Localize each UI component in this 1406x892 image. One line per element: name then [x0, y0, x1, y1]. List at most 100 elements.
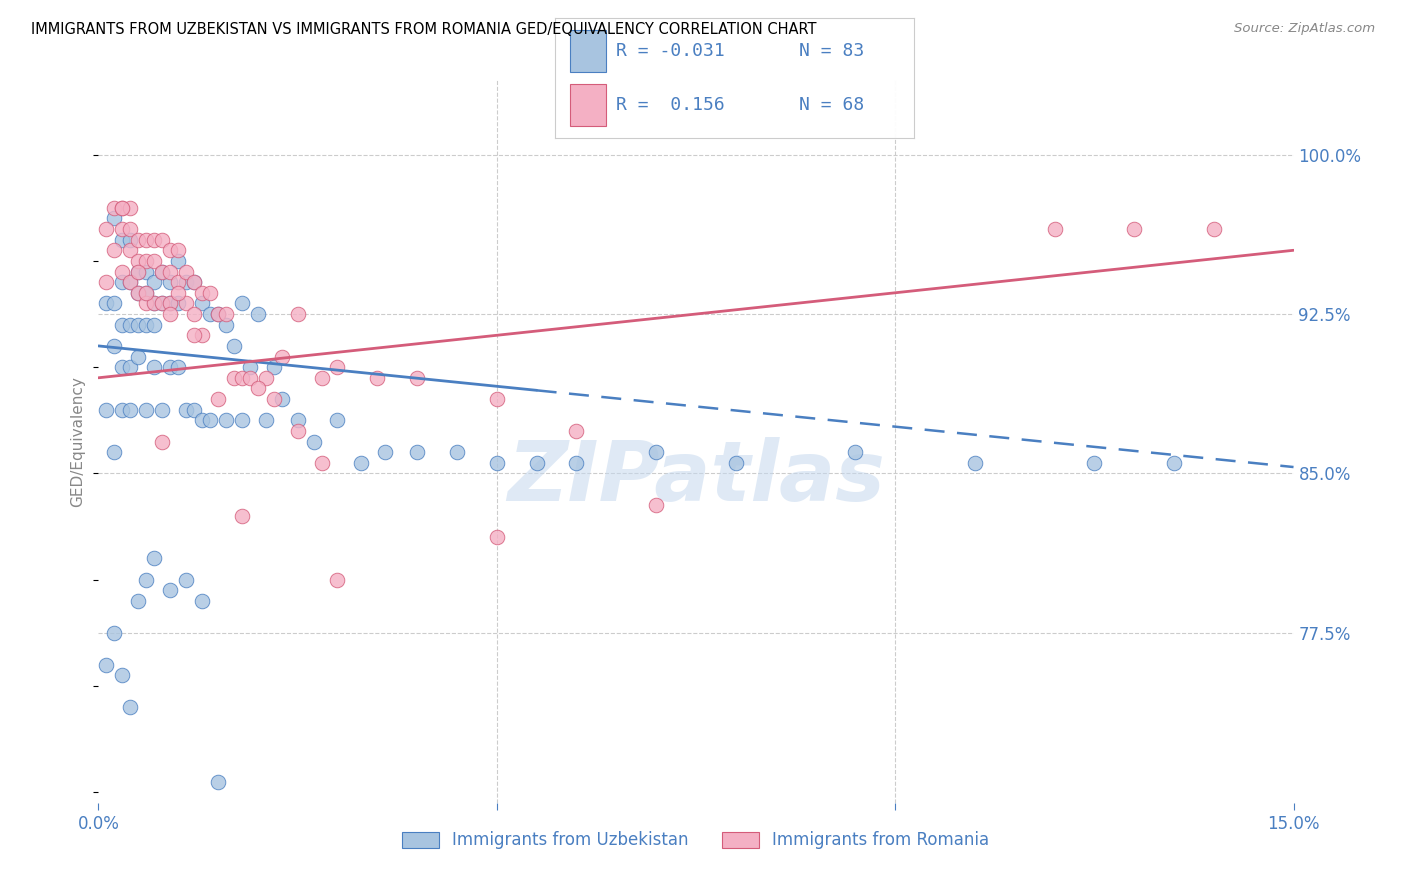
Point: [191, 285, 214, 300]
Point: [159, 360, 181, 375]
Point: [111, 201, 134, 215]
Point: [844, 445, 866, 459]
Point: [254, 371, 277, 385]
Point: [150, 264, 173, 278]
Point: [96, 275, 118, 289]
Point: [111, 318, 134, 332]
Point: [167, 244, 190, 258]
Point: [406, 371, 429, 385]
Point: [183, 328, 205, 343]
Point: [111, 201, 134, 215]
Point: [127, 285, 149, 300]
Point: [159, 275, 181, 289]
Point: [150, 402, 173, 417]
Point: [103, 244, 125, 258]
Point: [150, 296, 173, 310]
Legend: Immigrants from Uzbekistan, Immigrants from Romania: Immigrants from Uzbekistan, Immigrants f…: [396, 824, 995, 856]
Point: [127, 253, 149, 268]
Point: [127, 350, 149, 364]
Point: [96, 402, 118, 417]
Point: [366, 371, 388, 385]
Point: [198, 413, 221, 427]
Point: [120, 360, 142, 375]
Text: Source: ZipAtlas.com: Source: ZipAtlas.com: [1234, 22, 1375, 36]
FancyBboxPatch shape: [569, 84, 606, 126]
Point: [159, 296, 181, 310]
Point: [485, 392, 508, 406]
Point: [135, 233, 157, 247]
Point: [215, 318, 238, 332]
Point: [263, 392, 285, 406]
Point: [198, 307, 221, 321]
Point: [263, 360, 285, 375]
Point: [127, 233, 149, 247]
Point: [183, 275, 205, 289]
Point: [135, 253, 157, 268]
Point: [127, 594, 149, 608]
Point: [120, 275, 142, 289]
Point: [127, 285, 149, 300]
Point: [143, 233, 166, 247]
Point: [159, 264, 181, 278]
Point: [239, 371, 262, 385]
FancyBboxPatch shape: [569, 30, 606, 72]
Point: [191, 413, 214, 427]
Point: [287, 307, 309, 321]
Point: [120, 275, 142, 289]
Point: [135, 285, 157, 300]
Point: [143, 360, 166, 375]
Point: [167, 253, 190, 268]
Point: [103, 211, 125, 226]
Point: [143, 253, 166, 268]
Point: [215, 307, 238, 321]
Point: [135, 402, 157, 417]
Point: [183, 402, 205, 417]
Point: [183, 307, 205, 321]
Text: N = 68: N = 68: [799, 96, 865, 114]
Point: [96, 222, 118, 236]
Point: [174, 573, 197, 587]
Point: [143, 551, 166, 566]
Point: [1202, 222, 1225, 236]
Point: [111, 222, 134, 236]
Point: [222, 339, 245, 353]
Point: [143, 296, 166, 310]
Point: [103, 296, 125, 310]
Point: [287, 413, 309, 427]
Point: [150, 233, 173, 247]
Text: R = -0.031: R = -0.031: [616, 42, 725, 60]
Point: [270, 392, 292, 406]
Point: [167, 285, 190, 300]
Point: [254, 413, 277, 427]
Point: [111, 233, 134, 247]
Point: [150, 434, 173, 449]
Point: [159, 307, 181, 321]
Point: [207, 307, 229, 321]
Point: [374, 445, 396, 459]
Point: [135, 573, 157, 587]
Point: [120, 700, 142, 714]
Point: [174, 275, 197, 289]
Point: [311, 456, 333, 470]
Point: [645, 445, 668, 459]
Point: [167, 360, 190, 375]
Point: [174, 402, 197, 417]
Point: [143, 318, 166, 332]
Point: [111, 275, 134, 289]
Point: [111, 264, 134, 278]
Point: [120, 201, 142, 215]
Point: [159, 296, 181, 310]
Point: [326, 413, 349, 427]
Point: [191, 328, 214, 343]
Point: [96, 657, 118, 672]
Y-axis label: GED/Equivalency: GED/Equivalency: [70, 376, 86, 507]
Point: [1163, 456, 1185, 470]
Point: [103, 339, 125, 353]
Point: [135, 264, 157, 278]
Point: [120, 318, 142, 332]
Point: [207, 307, 229, 321]
Point: [963, 456, 986, 470]
Point: [485, 530, 508, 544]
Point: [246, 381, 269, 395]
Point: [167, 296, 190, 310]
